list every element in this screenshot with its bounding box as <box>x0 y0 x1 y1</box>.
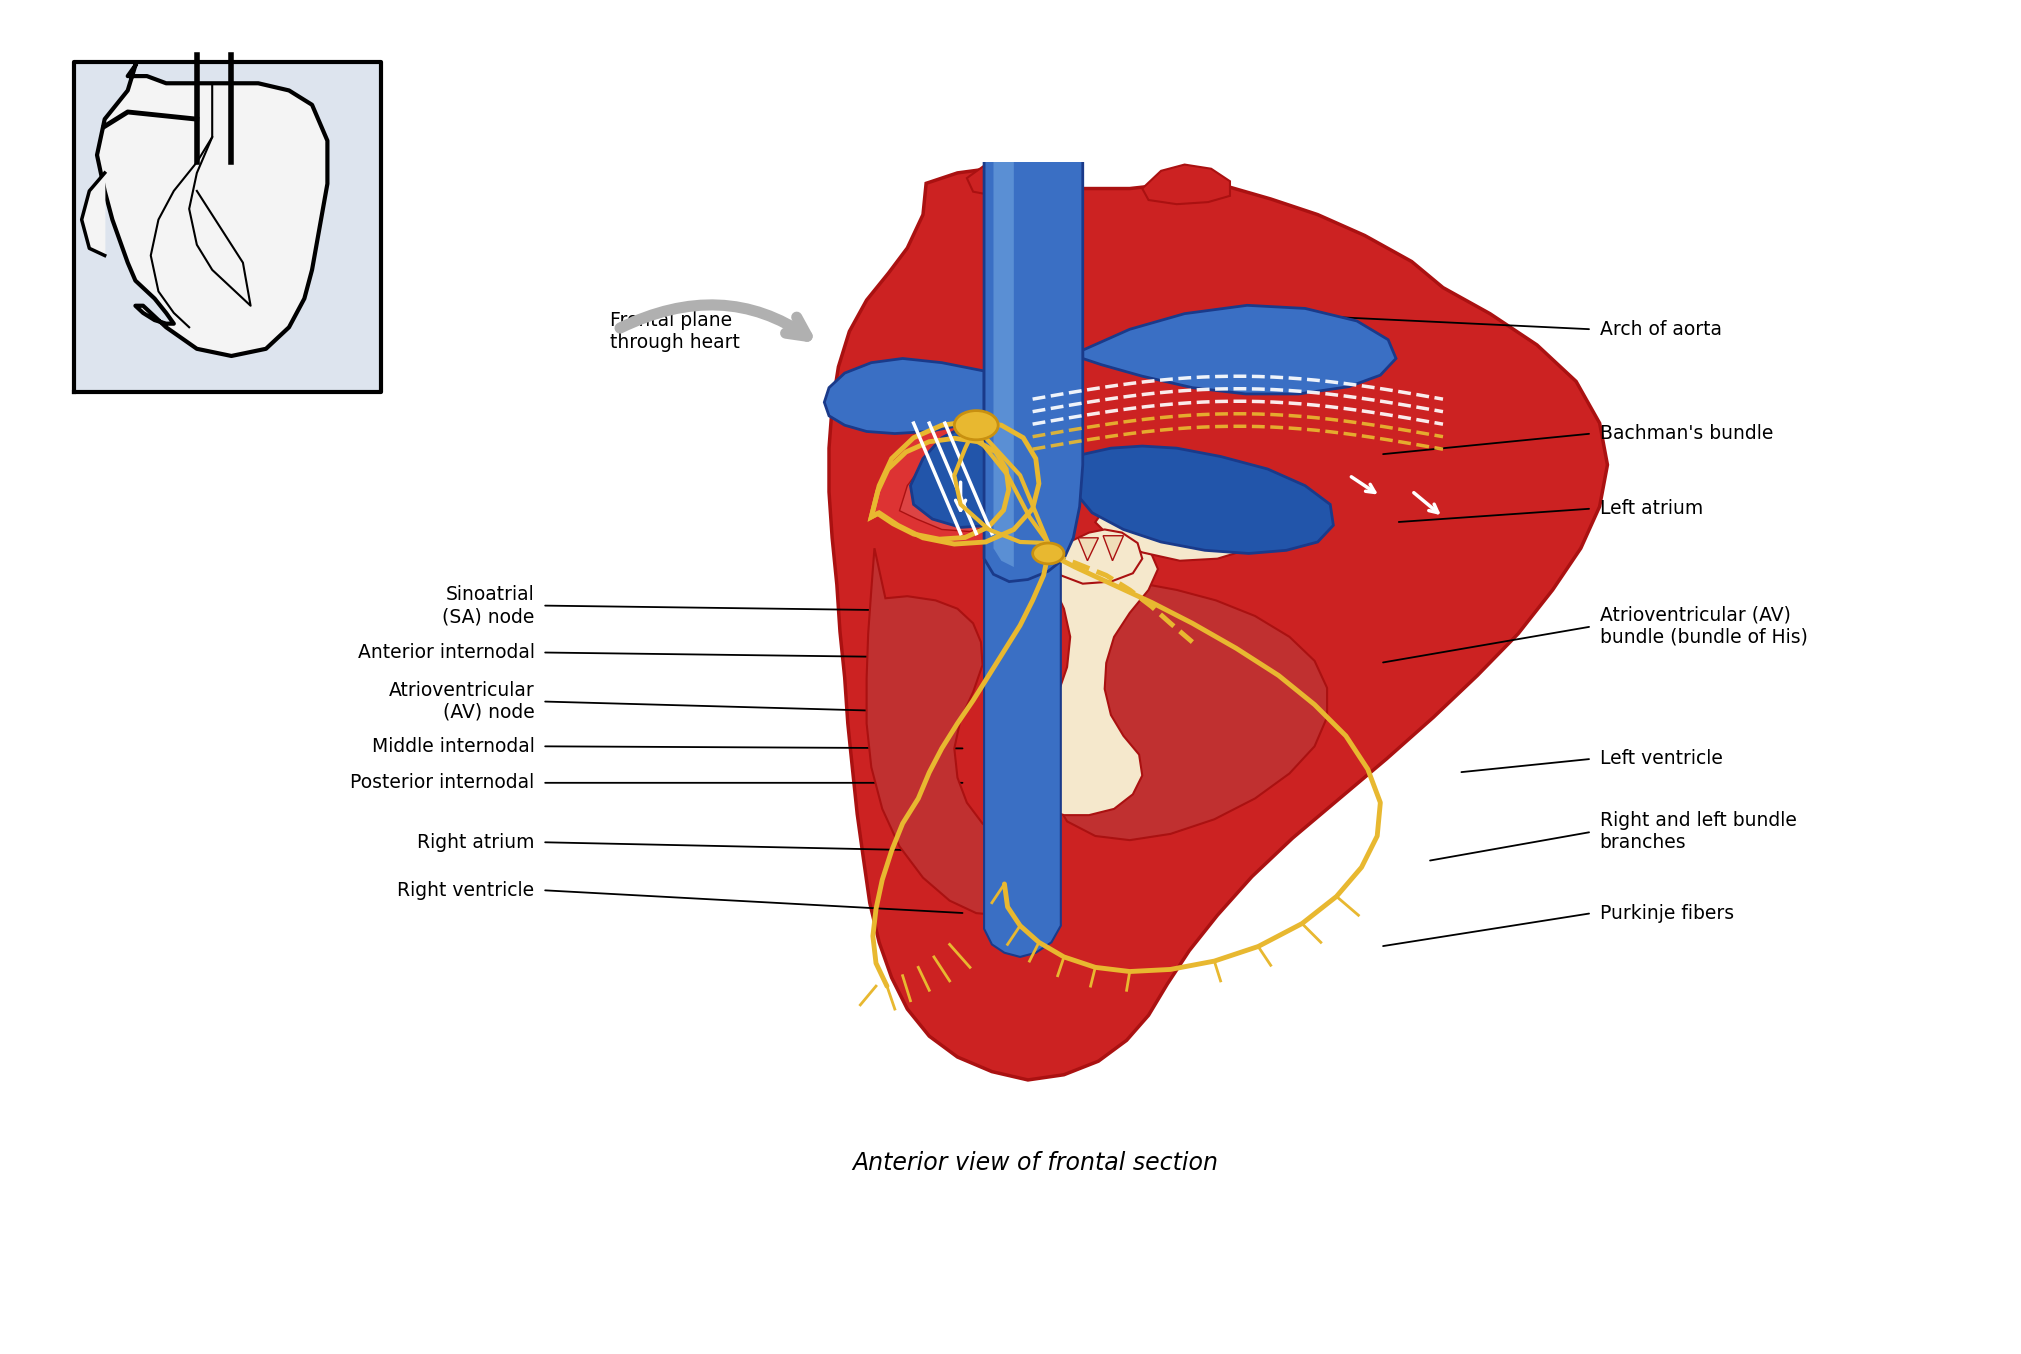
Circle shape <box>1033 543 1063 563</box>
Text: Middle internodal: Middle internodal <box>372 737 534 756</box>
Text: Left atrium: Left atrium <box>1601 500 1704 519</box>
Polygon shape <box>984 538 1061 957</box>
Polygon shape <box>899 444 1023 532</box>
Polygon shape <box>871 421 1039 544</box>
Polygon shape <box>984 157 1083 582</box>
Circle shape <box>954 410 998 440</box>
Text: Right ventricle: Right ventricle <box>398 880 534 899</box>
Polygon shape <box>81 173 105 256</box>
Text: Atrioventricular
(AV) node: Atrioventricular (AV) node <box>388 681 534 722</box>
Polygon shape <box>1095 468 1279 561</box>
Polygon shape <box>1083 305 1397 394</box>
Polygon shape <box>829 168 1607 1080</box>
Polygon shape <box>1017 544 1158 815</box>
Text: Sinoatrial
(SA) node: Sinoatrial (SA) node <box>443 585 534 626</box>
Polygon shape <box>1055 582 1328 839</box>
Polygon shape <box>1051 529 1142 584</box>
Polygon shape <box>825 359 984 433</box>
Text: Purkinje fibers: Purkinje fibers <box>1601 903 1734 922</box>
Polygon shape <box>75 62 382 391</box>
Polygon shape <box>1142 165 1231 204</box>
Text: Anterior view of frontal section: Anterior view of frontal section <box>853 1151 1219 1175</box>
Text: Frontal plane
through heart: Frontal plane through heart <box>610 311 740 352</box>
Text: Left ventricle: Left ventricle <box>1601 749 1722 768</box>
Text: Anterior internodal: Anterior internodal <box>358 643 534 662</box>
Text: Arch of aorta: Arch of aorta <box>1601 320 1722 338</box>
Polygon shape <box>1073 445 1334 554</box>
Text: Bachman's bundle: Bachman's bundle <box>1601 424 1772 443</box>
Polygon shape <box>1077 538 1099 561</box>
Text: Right atrium: Right atrium <box>416 833 534 852</box>
Polygon shape <box>97 65 327 356</box>
Polygon shape <box>966 160 1043 196</box>
Polygon shape <box>994 157 1015 567</box>
Polygon shape <box>911 421 1051 527</box>
Polygon shape <box>1103 536 1124 561</box>
Text: Right and left bundle
branches: Right and left bundle branches <box>1601 811 1797 852</box>
Text: Posterior internodal: Posterior internodal <box>350 773 534 792</box>
Text: Atrioventricular (AV)
bundle (bundle of His): Atrioventricular (AV) bundle (bundle of … <box>1601 607 1807 647</box>
Polygon shape <box>867 548 1033 915</box>
